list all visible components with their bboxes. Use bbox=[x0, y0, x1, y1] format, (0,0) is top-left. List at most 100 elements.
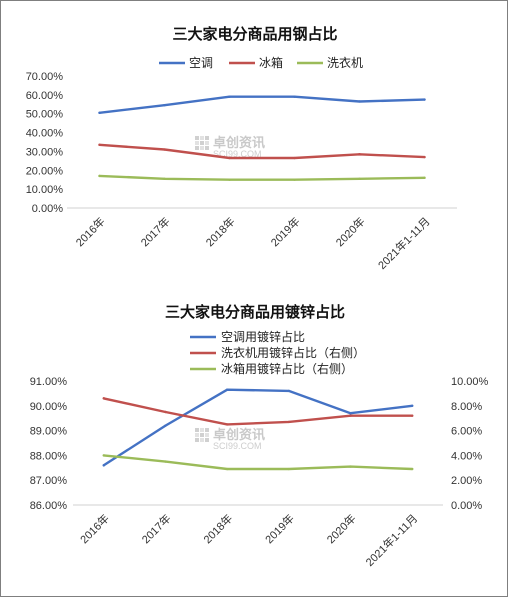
chart1-series-line-point bbox=[293, 95, 296, 98]
chart1-y-tick-label: 0.00% bbox=[32, 203, 63, 215]
chart2-series-line-point bbox=[287, 420, 291, 424]
chart2-series-line-point bbox=[225, 423, 229, 426]
chart2-y-left-tick-label: 86.00% bbox=[30, 500, 68, 512]
chart2-series-line-point bbox=[225, 388, 229, 391]
x-tick-label: 2018年 bbox=[203, 214, 238, 249]
chart1-series-line-point bbox=[358, 153, 361, 156]
chart2-y-left-tick-label: 91.00% bbox=[30, 376, 68, 388]
watermark-logo-square bbox=[195, 438, 199, 442]
chart1-series-line bbox=[98, 174, 426, 181]
x-tick-label: 2017年 bbox=[138, 214, 173, 249]
watermark-logo-square bbox=[195, 136, 199, 140]
chart2-series-line-point bbox=[225, 467, 229, 471]
chart2-legend-label: 空调用镀锌占比 bbox=[221, 329, 305, 344]
chart1-legend-label: 洗衣机 bbox=[327, 55, 363, 70]
chart2-y-left-tick-label: 87.00% bbox=[30, 475, 68, 487]
chart2-series-line-point bbox=[164, 460, 167, 463]
chart2-y-left-tick-label: 89.00% bbox=[30, 426, 68, 438]
chart2-series-line-point bbox=[349, 414, 352, 417]
x-tick-label: 2021年1-11月 bbox=[363, 511, 421, 569]
chart1-y-tick-label: 20.00% bbox=[26, 165, 64, 177]
x-tick-label: 2017年 bbox=[139, 511, 174, 546]
watermark-logo-square bbox=[200, 146, 204, 150]
x-tick-label: 2018年 bbox=[200, 511, 235, 546]
watermark-subtext: SCI99.COM bbox=[213, 441, 262, 451]
watermark-logo-square bbox=[200, 433, 204, 437]
chart1-series-line-point bbox=[228, 178, 231, 181]
chart1-legend-label: 冰箱 bbox=[259, 55, 283, 70]
x-tick-label: 2020年 bbox=[324, 511, 359, 546]
chart1-series-line-point bbox=[163, 104, 166, 107]
chart2-series-line-point bbox=[164, 424, 167, 427]
chart2-y-right-tick-label: 4.00% bbox=[451, 450, 482, 462]
watermark-logo-square bbox=[205, 146, 209, 150]
watermark-logo-square bbox=[205, 433, 209, 437]
chart1-series-line-point bbox=[358, 177, 361, 180]
watermark-logo-square bbox=[200, 428, 204, 432]
chart1-series-line-point bbox=[358, 100, 361, 103]
chart1-series-line bbox=[98, 95, 426, 114]
chart2-series-line-point bbox=[410, 467, 414, 471]
chart1-legend-label: 空调 bbox=[189, 56, 213, 70]
chart1-y-tick-label: 30.00% bbox=[26, 146, 64, 158]
x-tick-label: 2021年1-11月 bbox=[375, 214, 433, 272]
watermark-logo-square bbox=[205, 438, 209, 442]
chart2-series-line-point bbox=[102, 454, 106, 457]
watermark-logo-square bbox=[200, 136, 204, 140]
chart2-series-line-point bbox=[287, 389, 291, 393]
chart1-y-tick-label: 70.00% bbox=[26, 71, 64, 83]
chart1-y-tick-label: 40.00% bbox=[26, 128, 64, 140]
chart1-series-line-point bbox=[228, 156, 231, 160]
chart1-title: 三大家电分商品用钢占比 bbox=[172, 25, 337, 43]
x-tick-label: 2019年 bbox=[262, 511, 297, 546]
watermark-logo-square bbox=[205, 428, 209, 432]
chart2-series-line-point bbox=[102, 397, 106, 400]
chart1-y-tick-label: 60.00% bbox=[26, 90, 64, 102]
chart1-series-line-point bbox=[98, 111, 101, 114]
chart2-series-line-point bbox=[349, 465, 352, 468]
chart2-series-line-point bbox=[410, 404, 414, 407]
watermark-text: 卓创资讯 bbox=[213, 135, 265, 151]
chart2-y-right-tick-label: 2.00% bbox=[451, 475, 482, 487]
watermark-logo-square bbox=[195, 146, 199, 150]
watermark-logo-square bbox=[195, 433, 199, 437]
chart1-series-line-point bbox=[293, 178, 296, 181]
chart2-series-line-point bbox=[164, 410, 167, 414]
watermark-logo-square bbox=[195, 141, 199, 145]
chart1-series-line-point bbox=[423, 176, 426, 180]
chart1-series-line-point bbox=[163, 148, 166, 151]
x-tick-label: 2016年 bbox=[77, 511, 112, 546]
chart1-y-tick-label: 50.00% bbox=[26, 109, 64, 121]
chart1-series-line-point bbox=[98, 143, 101, 147]
watermark-logo-square bbox=[195, 428, 199, 432]
chart2-series-line bbox=[102, 454, 414, 471]
x-tick-label: 2020年 bbox=[333, 214, 368, 249]
watermark-logo-square bbox=[205, 141, 209, 145]
x-tick-label: 2016年 bbox=[73, 214, 108, 249]
chart2-legend-label: 冰箱用镀锌占比（右侧） bbox=[221, 361, 353, 376]
chart2-series-line bbox=[102, 397, 414, 426]
chart2-y-left-tick-label: 88.00% bbox=[30, 450, 68, 462]
watermark-logo-square bbox=[205, 136, 209, 140]
chart2-y-right-tick-label: 8.00% bbox=[451, 401, 482, 413]
chart2-series-line-point bbox=[287, 467, 291, 471]
chart1-series-line-point bbox=[228, 95, 231, 98]
watermark-text: 卓创资讯 bbox=[213, 427, 265, 443]
chart1-series-line-point bbox=[293, 156, 296, 160]
chart2-legend-label: 洗衣机用镀锌占比（右侧） bbox=[221, 345, 365, 360]
chart2-y-right-tick-label: 0.00% bbox=[451, 500, 482, 512]
watermark-logo-square bbox=[200, 141, 204, 145]
chart2-y-right-tick-label: 6.00% bbox=[451, 426, 482, 438]
chart1-series-line-point bbox=[163, 177, 166, 180]
chart2-title: 三大家电分商品用镀锌占比 bbox=[165, 303, 345, 321]
chart2-y-right-tick-label: 10.00% bbox=[451, 376, 489, 388]
chart1-series-line-point bbox=[423, 155, 426, 159]
chart1-y-tick-label: 10.00% bbox=[26, 184, 64, 196]
chart2-series-line-point bbox=[349, 412, 352, 415]
x-tick-label: 2019年 bbox=[268, 214, 303, 249]
chart1-series-line-point bbox=[98, 174, 101, 178]
chart2-series-line-point bbox=[410, 414, 414, 417]
